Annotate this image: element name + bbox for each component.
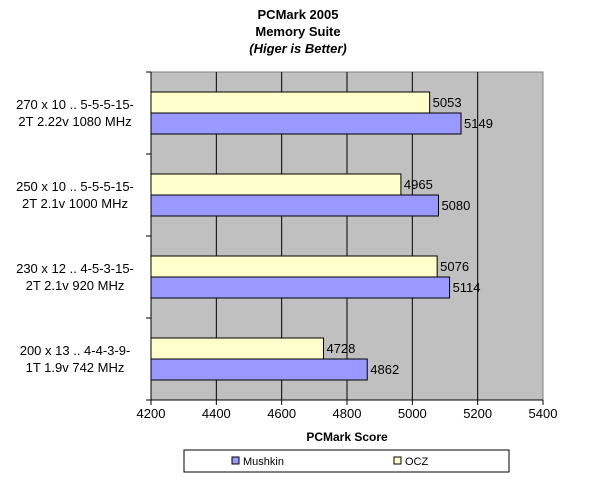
- chart-title: PCMark 2005: [258, 7, 339, 22]
- x-axis-title: PCMark Score: [306, 430, 388, 444]
- x-tick-label: 5200: [463, 406, 492, 421]
- data-label-mushkin: 5080: [441, 198, 470, 213]
- x-tick-label: 4800: [333, 406, 362, 421]
- legend-box: [183, 449, 510, 473]
- bar-mushkin: [150, 112, 462, 135]
- category-label: 230 x 12 .. 4-5-3-15-: [16, 261, 134, 276]
- category-label: 2T 2.1v 1000 MHz: [22, 196, 128, 211]
- bar-ocz: [150, 91, 431, 114]
- data-label-mushkin: 5149: [464, 116, 493, 131]
- x-tick-label: 4600: [267, 406, 296, 421]
- x-tick-label: 5000: [398, 406, 427, 421]
- chart-note: (Higer is Better): [249, 41, 347, 56]
- legend-label: OCZ: [405, 456, 429, 468]
- bar-ocz: [150, 337, 324, 360]
- data-label-ocz: 4965: [404, 177, 433, 192]
- category-label: 2T 2.22v 1080 MHz: [18, 114, 131, 129]
- data-label-ocz: 5053: [433, 95, 462, 110]
- chart-subtitle: Memory Suite: [255, 24, 340, 39]
- legend-swatch: [231, 456, 240, 465]
- data-label-ocz: 4728: [326, 341, 355, 356]
- category-label: 270 x 10 .. 5-5-5-15-: [16, 97, 134, 112]
- data-label-ocz: 5076: [440, 259, 469, 274]
- category-label: 2T 2.1v 920 MHz: [26, 278, 125, 293]
- legend: Mushkin OCZ: [183, 449, 510, 473]
- category-label: 200 x 13 .. 4-4-3-9-: [20, 343, 131, 358]
- plot-area: 4200 4400 4600 4800 5000 5200 5400 270 x 10 .. …: [16, 71, 558, 421]
- data-label-mushkin: 5114: [453, 280, 481, 295]
- legend-label: Mushkin: [243, 456, 284, 468]
- bar-mushkin: [150, 194, 439, 217]
- category-label: 250 x 10 .. 5-5-5-15-: [16, 179, 134, 194]
- bar-mushkin: [150, 358, 368, 381]
- x-tick-label: 4200: [137, 406, 166, 421]
- bar-ocz: [150, 255, 438, 278]
- data-label-mushkin: 4862: [370, 362, 399, 377]
- bar-mushkin: [150, 276, 451, 299]
- category-label: 1T 1.9v 742 MHz: [26, 360, 125, 375]
- x-tick-label: 4400: [202, 406, 231, 421]
- x-tick-label: 5400: [529, 406, 558, 421]
- bar-ocz: [150, 173, 402, 196]
- legend-swatch: [393, 456, 402, 465]
